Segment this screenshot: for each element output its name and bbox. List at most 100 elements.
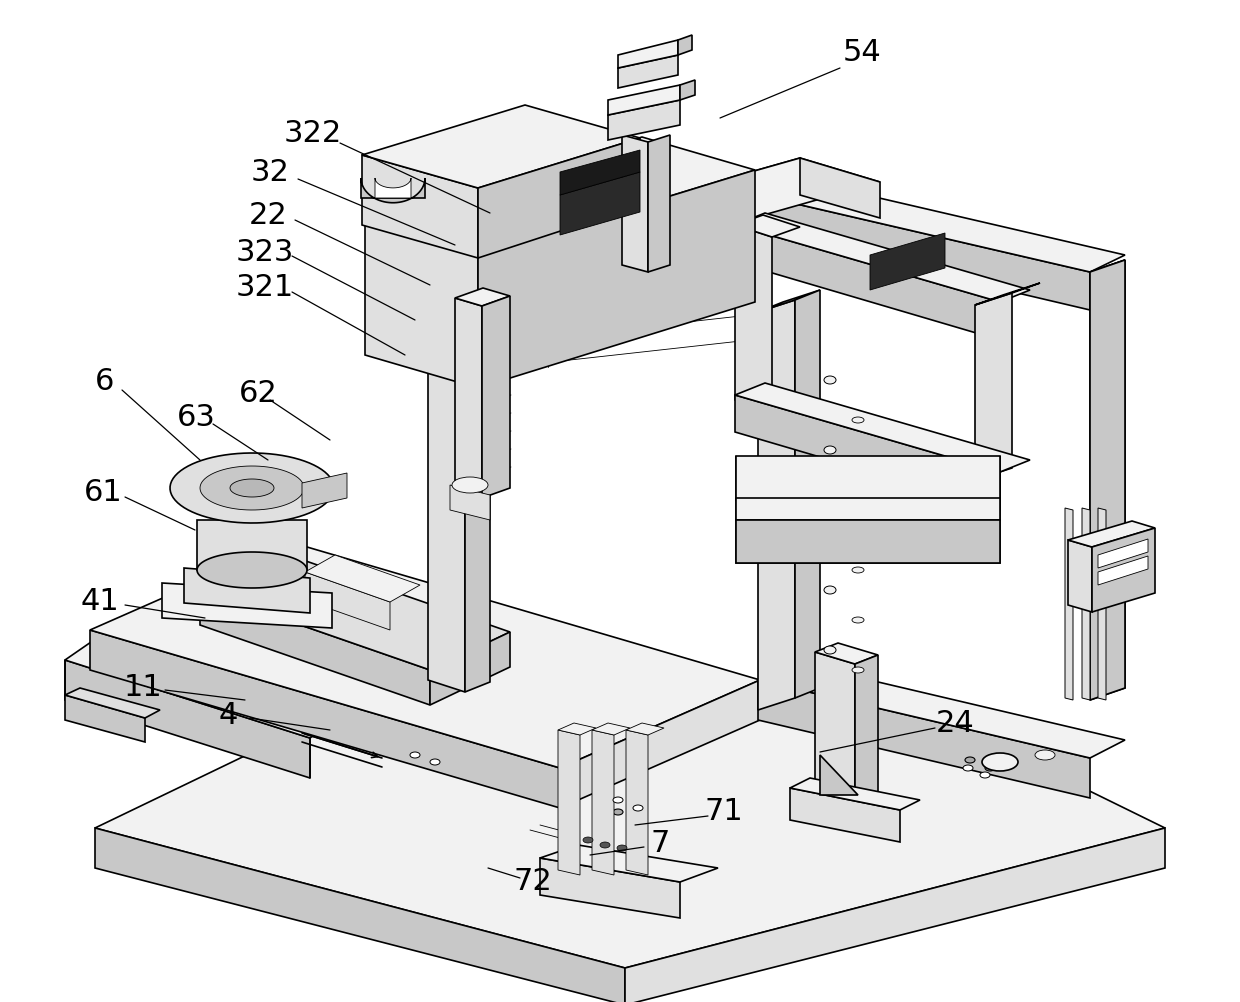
Polygon shape [305,572,391,630]
Text: 11: 11 [124,673,162,702]
Polygon shape [856,655,878,802]
Polygon shape [790,788,900,842]
Polygon shape [1092,528,1154,612]
Ellipse shape [618,845,627,851]
Polygon shape [91,542,760,768]
Polygon shape [477,138,640,258]
Polygon shape [626,730,649,875]
Text: 41: 41 [81,587,119,616]
Ellipse shape [1035,750,1055,760]
Ellipse shape [852,667,864,673]
Polygon shape [735,225,999,340]
Polygon shape [625,828,1166,1002]
Polygon shape [560,150,640,195]
Polygon shape [1090,260,1125,272]
Polygon shape [560,172,640,235]
Polygon shape [1097,539,1148,568]
Ellipse shape [852,567,864,573]
Polygon shape [800,158,880,218]
Polygon shape [465,274,490,692]
Polygon shape [735,395,999,510]
Polygon shape [758,178,1125,272]
Polygon shape [91,630,560,808]
Polygon shape [229,479,274,497]
Polygon shape [1097,508,1106,700]
Polygon shape [758,195,1090,310]
Polygon shape [477,170,755,388]
Polygon shape [618,55,678,88]
Polygon shape [815,652,856,802]
Polygon shape [539,858,680,918]
Polygon shape [398,158,880,296]
Polygon shape [200,552,510,670]
Ellipse shape [965,757,975,763]
Ellipse shape [852,417,864,423]
Polygon shape [64,695,145,742]
Ellipse shape [852,467,864,473]
Text: 22: 22 [249,200,288,229]
Polygon shape [1097,556,1148,585]
Polygon shape [1083,508,1090,700]
Polygon shape [975,283,1040,305]
Polygon shape [365,222,477,388]
Polygon shape [455,288,510,306]
Polygon shape [450,485,490,520]
Polygon shape [1068,540,1092,612]
Polygon shape [362,105,640,188]
Polygon shape [428,262,490,284]
Polygon shape [305,555,420,602]
Polygon shape [361,178,425,202]
Polygon shape [374,178,410,198]
Ellipse shape [982,753,1018,771]
Ellipse shape [825,516,836,524]
Polygon shape [1068,521,1154,547]
Ellipse shape [600,842,610,848]
Polygon shape [735,225,773,412]
Ellipse shape [583,837,593,843]
Polygon shape [758,300,795,710]
Text: 4: 4 [218,700,238,729]
Polygon shape [815,643,878,664]
Ellipse shape [410,752,420,758]
Polygon shape [95,698,1166,968]
Polygon shape [64,660,310,778]
Polygon shape [737,498,999,563]
Polygon shape [591,723,630,735]
Polygon shape [735,215,800,237]
Ellipse shape [825,586,836,594]
Ellipse shape [632,805,644,811]
Polygon shape [362,155,477,258]
Polygon shape [737,456,999,498]
Polygon shape [758,680,1090,798]
Polygon shape [539,845,718,882]
Text: 322: 322 [284,118,342,147]
Ellipse shape [825,446,836,454]
Text: 7: 7 [650,829,670,858]
Polygon shape [608,85,680,115]
Polygon shape [618,40,678,68]
Polygon shape [184,568,310,613]
Polygon shape [680,80,694,100]
Polygon shape [95,828,625,1002]
Ellipse shape [980,772,990,778]
Polygon shape [870,233,945,290]
Text: 321: 321 [236,274,294,303]
Ellipse shape [852,617,864,623]
Polygon shape [558,723,596,735]
Polygon shape [558,730,580,875]
Polygon shape [735,213,1030,302]
Polygon shape [820,755,858,795]
Polygon shape [560,680,760,808]
Polygon shape [626,723,663,735]
Text: 72: 72 [513,868,552,897]
Text: 61: 61 [83,478,123,506]
Polygon shape [197,520,308,570]
Polygon shape [1090,260,1125,700]
Polygon shape [398,158,800,308]
Polygon shape [649,135,670,272]
Polygon shape [430,632,510,705]
Polygon shape [200,466,304,510]
Polygon shape [455,298,482,498]
Polygon shape [622,135,649,272]
Ellipse shape [632,817,644,823]
